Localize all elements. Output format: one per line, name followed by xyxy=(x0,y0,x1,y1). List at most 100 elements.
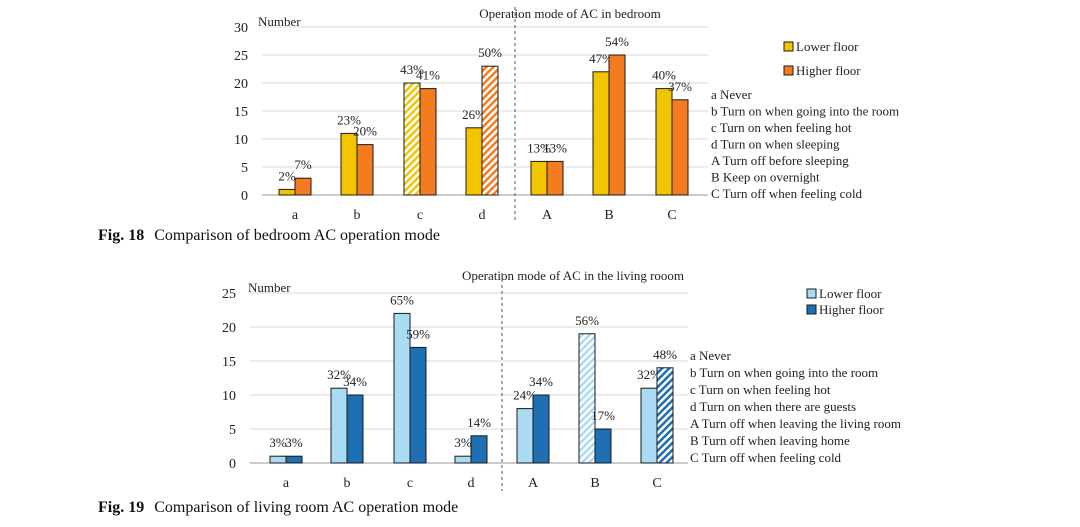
bedroom-data-label-higher: 41% xyxy=(416,68,440,83)
living-bar-higher xyxy=(285,455,303,464)
bedroom-bar-lower xyxy=(403,82,421,196)
bedroom-data-label-higher: 20% xyxy=(353,124,377,139)
bedroom-bar-higher xyxy=(671,99,689,196)
living-annotation: a Never xyxy=(690,348,731,363)
living-room-ac-chart: 0 5 10 15 20 25 Number Operation mode of AC in … xyxy=(222,268,901,491)
living-data-label-lower: 24% xyxy=(513,388,537,403)
bedroom-bar-lower xyxy=(530,160,548,196)
figure-18: 0 5 10 15 20 25 30 Number Operation mode of AC i… xyxy=(0,0,1080,225)
bedroom-y-tick-label: 10 xyxy=(234,133,248,148)
living-x-tick-label: C xyxy=(652,476,661,491)
living-legend-label: Lower floor xyxy=(819,286,882,301)
living-x-tick-label: a xyxy=(283,476,290,491)
living-data-label-higher: 3% xyxy=(285,435,303,450)
bedroom-data-label-lower: 40% xyxy=(652,68,676,83)
bedroom-bar-lower xyxy=(465,127,483,196)
living-data-label-higher: 17% xyxy=(591,408,615,423)
living-data-label-lower: 3% xyxy=(454,435,472,450)
living-bar-lower xyxy=(578,333,596,464)
bedroom-bar-lower xyxy=(340,132,358,196)
bedroom-y-axis-label: Number xyxy=(258,14,301,29)
bedroom-data-label-lower: 23% xyxy=(337,112,361,127)
bedroom-bar-higher xyxy=(481,65,499,196)
bedroom-y-tick-label: 30 xyxy=(234,21,248,36)
living-y-tick-label: 20 xyxy=(222,321,236,336)
bedroom-y-tick-label: 25 xyxy=(234,49,248,64)
bedroom-legend-label: Higher floor xyxy=(796,63,861,78)
bedroom-data-label-lower: 13% xyxy=(527,140,551,155)
bedroom-x-tick-label: C xyxy=(667,208,676,223)
bedroom-annotation: b Turn on when going into the room xyxy=(711,104,899,119)
bedroom-data-label-higher: 50% xyxy=(478,45,502,60)
living-data-label-lower: 32% xyxy=(637,367,661,382)
bedroom-legend-label: Lower floor xyxy=(796,39,859,54)
living-annotation: C Turn off when feeling cold xyxy=(690,450,842,465)
figure-19-caption: Fig. 19 Comparison of living room AC ope… xyxy=(98,499,458,517)
figure-19-caption-label: Fig. 19 xyxy=(98,499,145,516)
bedroom-bar-lower xyxy=(278,188,296,196)
living-data-label-higher: 48% xyxy=(653,347,677,362)
living-bar-lower xyxy=(454,455,472,464)
living-annotation: B Turn off when leaving home xyxy=(690,433,850,448)
bedroom-chart-title: Operation mode of AC in bedroom xyxy=(479,6,661,21)
figure-19: 0 5 10 15 20 25 Number Operation mode of AC in … xyxy=(0,265,1080,495)
bedroom-data-label-higher: 7% xyxy=(294,157,312,172)
bedroom-x-tick-label: c xyxy=(417,208,423,223)
living-data-label-higher: 59% xyxy=(406,326,430,341)
bedroom-data-label-higher: 37% xyxy=(668,79,692,94)
bedroom-annotation: A Turn off before sleeping xyxy=(711,153,849,168)
living-data-label-higher: 34% xyxy=(343,374,367,389)
living-chart-title: Operation mode of AC in the living rooom xyxy=(462,268,684,283)
living-y-tick-label: 10 xyxy=(222,389,236,404)
living-legend-label: Higher floor xyxy=(819,302,884,317)
living-bar-lower xyxy=(330,387,348,464)
bedroom-annotation: d Turn on when sleeping xyxy=(711,137,840,152)
living-x-tick-label: B xyxy=(590,476,599,491)
bedroom-y-tick-label: 0 xyxy=(241,189,248,204)
bedroom-bar-higher xyxy=(419,88,437,196)
bedroom-bar-higher xyxy=(356,144,374,196)
living-data-label-lower: 56% xyxy=(575,313,599,328)
bedroom-bar-higher xyxy=(294,177,312,196)
living-bar-lower xyxy=(640,387,658,464)
bedroom-data-label-lower: 47% xyxy=(589,51,613,66)
living-y-tick-label: 5 xyxy=(229,423,236,438)
bedroom-x-tick-label: B xyxy=(604,208,613,223)
bedroom-bar-higher xyxy=(608,54,626,196)
living-bar-higher xyxy=(656,367,674,464)
living-y-tick-label: 25 xyxy=(222,287,236,302)
living-y-tick-label: 15 xyxy=(222,355,236,370)
bedroom-data-label-lower: 2% xyxy=(278,168,296,183)
living-bar-lower xyxy=(516,408,534,464)
living-data-label-lower: 32% xyxy=(327,367,351,382)
bedroom-x-tick-label: d xyxy=(479,208,486,223)
living-data-label-higher: 14% xyxy=(467,415,491,430)
living-legend-swatch xyxy=(806,304,817,315)
living-data-label-lower: 3% xyxy=(269,435,287,450)
living-bar-higher xyxy=(409,346,427,464)
living-x-tick-label: b xyxy=(344,476,351,491)
living-bar-higher xyxy=(470,435,488,464)
figure-19-caption-text: Comparison of living room AC operation m… xyxy=(154,499,459,516)
bedroom-legend-swatch xyxy=(783,65,794,76)
living-x-tick-label: A xyxy=(528,476,539,491)
living-annotation: b Turn on when going into the room xyxy=(690,365,878,380)
bedroom-data-label-higher: 54% xyxy=(605,34,629,49)
living-bar-higher xyxy=(346,394,364,464)
bedroom-bar-higher xyxy=(546,160,564,196)
living-bar-lower xyxy=(269,455,287,464)
bedroom-y-tick-label: 5 xyxy=(241,161,248,176)
figure-18-caption-label: Fig. 18 xyxy=(98,227,145,244)
bedroom-y-tick-label: 20 xyxy=(234,77,248,92)
living-x-tick-label: c xyxy=(407,476,413,491)
living-data-label-lower: 65% xyxy=(390,292,414,307)
living-bar-higher xyxy=(532,394,550,464)
living-x-tick-label: d xyxy=(468,476,475,491)
living-y-axis-label: Number xyxy=(248,280,291,295)
figure-18-caption-text: Comparison of bedroom AC operation mode xyxy=(154,227,440,244)
living-y-tick-label: 0 xyxy=(229,457,236,472)
bedroom-annotation: c Turn on when feeling hot xyxy=(711,120,852,135)
living-legend-swatch xyxy=(806,288,817,299)
bedroom-annotation: C Turn off when feeling cold xyxy=(711,186,863,201)
bedroom-bar-lower xyxy=(592,71,610,196)
